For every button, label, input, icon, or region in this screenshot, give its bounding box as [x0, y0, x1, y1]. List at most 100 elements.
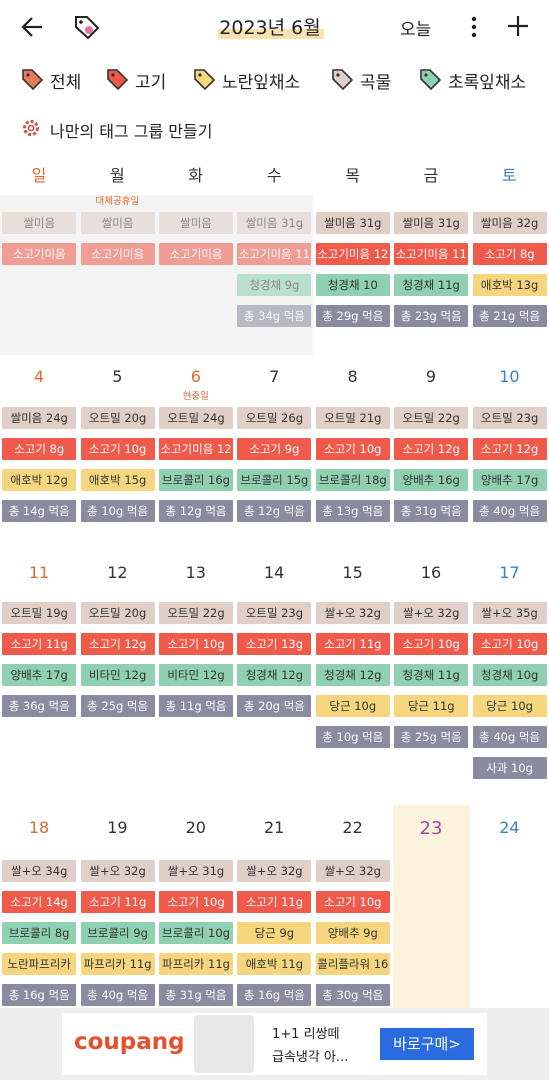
tag-filter[interactable]: 초록잎채소 — [448, 73, 527, 93]
meal-entry[interactable]: 총 13g 먹음 — [315, 500, 390, 522]
meal-entry[interactable]: 총 25g 먹음 — [80, 695, 155, 717]
meal-entry[interactable]: 오트밀 26g — [237, 407, 312, 429]
meal-entry[interactable]: 소고기 10g — [315, 891, 390, 913]
meal-entry[interactable]: 총 16g 먹음 — [2, 984, 77, 1006]
meal-entry[interactable]: 양배추 17g — [472, 469, 547, 491]
meal-entry[interactable]: 소고기 11g — [315, 633, 390, 655]
meal-entry[interactable]: 오트밀 22g — [394, 407, 469, 429]
day-number[interactable]: 23 — [419, 818, 443, 839]
meal-entry[interactable]: 오트밀 20g — [80, 407, 155, 429]
meal-entry[interactable]: 소고기 11g — [2, 633, 77, 655]
meal-entry[interactable]: 양배추 16g — [394, 469, 469, 491]
meal-entry[interactable]: 총 10g 먹음 — [315, 726, 390, 748]
meal-entry[interactable]: 브로콜리 10g — [159, 922, 233, 944]
meal-entry[interactable]: 청경채 10g — [472, 664, 547, 686]
day-number[interactable]: 19 — [107, 818, 128, 837]
meal-entry[interactable]: 청경채 11g — [394, 274, 469, 296]
meal-entry[interactable]: 오트밀 19g — [2, 602, 77, 624]
tag-filter[interactable]: 전체 — [50, 73, 82, 93]
day-number[interactable]: 8 — [347, 367, 358, 386]
meal-entry[interactable]: 총 14g 먹음 — [2, 500, 77, 522]
make-group-link[interactable]: 나만의 태그 그룹 만들기 — [50, 122, 213, 141]
meal-entry[interactable]: 소고기미음 — [80, 243, 155, 265]
meal-entry[interactable]: 쌀미음 — [80, 212, 155, 234]
meal-entry[interactable]: 애호박 13g — [472, 274, 547, 296]
meal-entry[interactable]: 브로콜리 9g — [80, 922, 155, 944]
meal-entry[interactable]: 소고기미음 — [159, 243, 233, 265]
meal-entry[interactable]: 총 21g 먹음 — [472, 305, 547, 327]
meal-entry[interactable]: 청경채 12g — [315, 664, 390, 686]
meal-entry[interactable]: 총 31g 먹음 — [394, 500, 469, 522]
day-number[interactable]: 15 — [342, 563, 363, 582]
meal-entry[interactable]: 청경채 12g — [237, 664, 312, 686]
meal-entry[interactable]: 애호박 11g — [237, 953, 312, 975]
meal-entry[interactable]: 총 11g 먹음 — [159, 695, 233, 717]
meal-entry[interactable]: 당근 10g — [472, 695, 547, 717]
day-number[interactable]: 22 — [342, 818, 363, 837]
meal-entry[interactable]: 총 20g 먹음 — [237, 695, 312, 717]
meal-entry[interactable]: 쌀+오 32g — [80, 860, 155, 882]
meal-entry[interactable]: 쌀미음 — [159, 212, 233, 234]
meal-entry[interactable]: 소고기 10g — [80, 438, 155, 460]
meal-entry[interactable]: 콜리플라워 16 — [315, 953, 390, 975]
day-number[interactable]: 12 — [107, 563, 128, 582]
meal-entry[interactable]: 소고기 13g — [237, 633, 312, 655]
meal-entry[interactable]: 오트밀 21g — [315, 407, 390, 429]
meal-entry[interactable]: 총 16g 먹음 — [237, 984, 312, 1006]
day-number[interactable]: 14 — [264, 563, 285, 582]
meal-entry[interactable]: 당근 10g — [315, 695, 390, 717]
meal-entry[interactable]: 브로콜리 15g — [237, 469, 312, 491]
meal-entry[interactable]: 사과 10g — [472, 757, 547, 779]
meal-entry[interactable]: 쌀미음 32g — [472, 212, 547, 234]
meal-entry[interactable]: 총 29g 먹음 — [315, 305, 390, 327]
day-number[interactable]: 16 — [420, 563, 442, 582]
day-number[interactable]: 20 — [185, 818, 206, 837]
back-button[interactable] — [20, 14, 46, 40]
day-number[interactable]: 7 — [269, 367, 280, 386]
tag-filter[interactable]: 곡물 — [360, 73, 392, 93]
meal-entry[interactable]: 오트밀 23g — [237, 602, 312, 624]
meal-entry[interactable]: 총 25g 먹음 — [394, 726, 469, 748]
meal-entry[interactable]: 양배추 9g — [315, 922, 390, 944]
menu-button[interactable] — [466, 14, 482, 40]
meal-entry[interactable]: 쌀+오 32g — [394, 602, 469, 624]
day-number[interactable]: 24 — [499, 818, 520, 837]
meal-entry[interactable]: 브로콜리 18g — [315, 469, 390, 491]
meal-entry[interactable]: 쌀+오 31g — [159, 860, 233, 882]
meal-entry[interactable]: 쌀미음 31g — [237, 212, 312, 234]
tag-button[interactable] — [73, 13, 101, 41]
day-number[interactable]: 13 — [185, 563, 206, 582]
meal-entry[interactable]: 쌀+오 35g — [472, 602, 547, 624]
meal-entry[interactable]: 소고기 10g — [472, 633, 547, 655]
meal-entry[interactable]: 소고기미음 12 — [315, 243, 390, 265]
day-number[interactable]: 6 — [190, 367, 201, 386]
meal-entry[interactable]: 청경채 9g — [237, 274, 312, 296]
meal-entry[interactable]: 쌀미음 31g — [394, 212, 469, 234]
meal-entry[interactable]: 청경채 10 — [315, 274, 390, 296]
meal-entry[interactable]: 소고기 10g — [315, 438, 390, 460]
meal-entry[interactable]: 총 12g 먹음 — [237, 500, 312, 522]
meal-entry[interactable]: 비타민 12g — [159, 664, 233, 686]
meal-entry[interactable]: 오트밀 22g — [159, 602, 233, 624]
meal-entry[interactable]: 총 31g 먹음 — [159, 984, 233, 1006]
today-button[interactable]: 오늘 — [400, 20, 432, 40]
day-number[interactable]: 9 — [425, 367, 437, 386]
meal-entry[interactable]: 애호박 15g — [80, 469, 155, 491]
meal-entry[interactable]: 소고기 10g — [159, 633, 233, 655]
day-number[interactable]: 17 — [499, 563, 520, 582]
meal-entry[interactable]: 양배추 17g — [2, 664, 77, 686]
meal-entry[interactable]: 소고기 10g — [159, 891, 233, 913]
meal-entry[interactable]: 소고기 12g — [80, 633, 155, 655]
meal-entry[interactable]: 노란파프리카 — [2, 953, 77, 975]
meal-entry[interactable]: 당근 11g — [394, 695, 469, 717]
day-number[interactable]: 5 — [112, 367, 123, 386]
meal-entry[interactable]: 소고기 11g — [237, 891, 312, 913]
month-title[interactable]: 2023년 6월 — [219, 17, 321, 39]
meal-entry[interactable]: 소고기 12g — [472, 438, 547, 460]
tag-filter[interactable]: 고기 — [135, 73, 167, 93]
meal-entry[interactable]: 소고기 14g — [2, 891, 77, 913]
tag-filter[interactable]: 노란잎채소 — [222, 73, 301, 93]
meal-entry[interactable]: 애호박 12g — [2, 469, 77, 491]
meal-entry[interactable]: 소고기미음 11 — [237, 243, 312, 265]
meal-entry[interactable]: 브로콜리 16g — [159, 469, 233, 491]
